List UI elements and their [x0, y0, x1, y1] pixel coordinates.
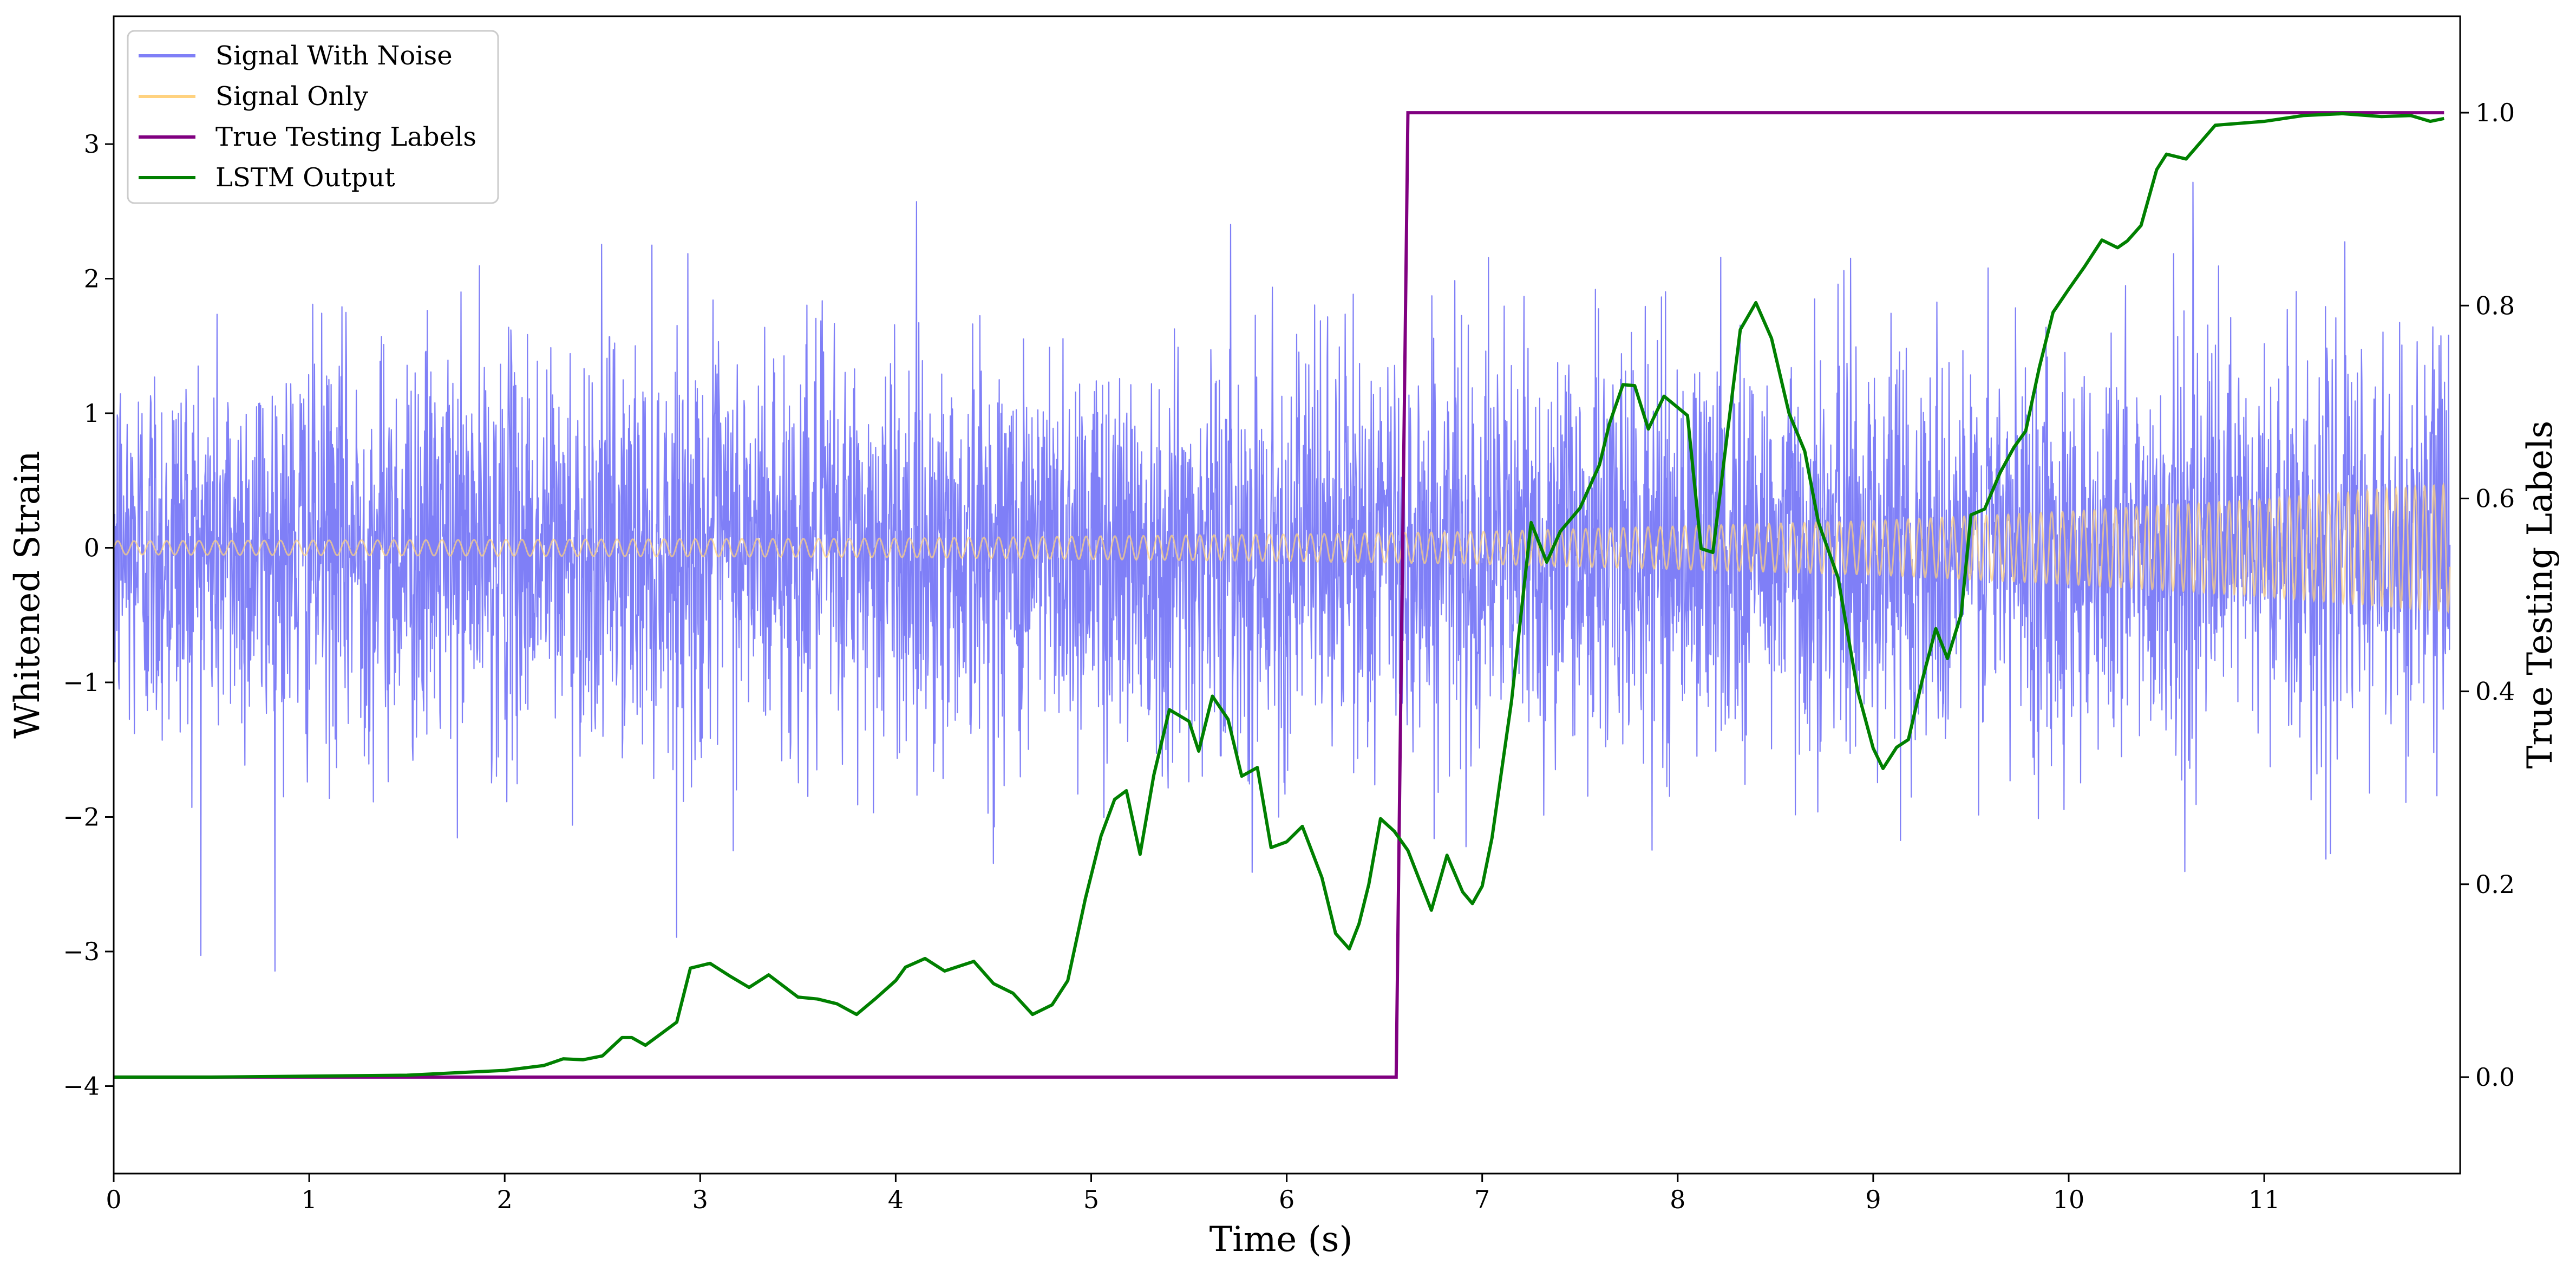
y-right-tick-label: 0.2: [2475, 870, 2515, 899]
y-axis-title: Whitened Strain: [8, 451, 48, 738]
y-right-tick-label: 0.4: [2475, 677, 2515, 706]
true-testing-labels-line: [114, 111, 2444, 1079]
legend-label: LSTM Output: [215, 162, 395, 193]
x-tick-label: 0: [106, 1185, 121, 1214]
y-tick-label: −2: [63, 803, 100, 832]
x-tick-label: 1: [301, 1185, 317, 1214]
x-tick-label: 4: [888, 1185, 904, 1214]
legend: Signal With Noise Signal Only True Testing…: [127, 30, 499, 204]
x-tick-label: 5: [1083, 1185, 1099, 1214]
y-tick-label: −4: [63, 1071, 100, 1100]
legend-label: Signal Only: [215, 81, 368, 112]
x-tick-label: 8: [1670, 1185, 1685, 1214]
plot-area: [114, 111, 2451, 1079]
y-axis-right: 0.0 0.2 0.4 0.6 0.8 1.0: [2460, 98, 2515, 1092]
y-tick-label: 3: [84, 129, 100, 159]
y-axis-right-title: True Testing Labels: [2520, 421, 2560, 769]
y-right-tick-label: 0.8: [2475, 291, 2515, 320]
legend-box: [127, 30, 499, 204]
legend-item: Signal With Noise: [139, 41, 453, 71]
legend-item: LSTM Output: [139, 162, 395, 193]
x-tick-label: 3: [692, 1185, 708, 1214]
legend-item: Signal Only: [139, 81, 368, 112]
y-tick-label: −1: [63, 668, 100, 697]
y-right-tick-label: 1.0: [2475, 98, 2515, 127]
x-axis-title: Time (s): [1209, 1220, 1353, 1260]
x-axis: 0 1 2 3 4 5 6 7 8 9 10 11: [106, 1174, 2280, 1214]
x-tick-label: 10: [2053, 1185, 2085, 1214]
lstm-output-line: [114, 112, 2444, 1079]
signal-with-noise-line: [114, 181, 2451, 972]
y-tick-label: −3: [63, 937, 100, 966]
x-tick-label: 7: [1474, 1185, 1490, 1214]
legend-item: True Testing Labels: [139, 122, 476, 152]
legend-label: Signal With Noise: [215, 41, 453, 71]
y-tick-label: 1: [84, 399, 100, 428]
x-tick-label: 11: [2248, 1185, 2280, 1214]
y-tick-label: 2: [84, 264, 100, 294]
signal-only-line: [114, 482, 2451, 614]
y-right-tick-label: 0.0: [2475, 1063, 2515, 1092]
y-right-tick-label: 0.6: [2475, 484, 2515, 513]
x-tick-label: 9: [1865, 1185, 1881, 1214]
legend-label: True Testing Labels: [215, 122, 476, 152]
x-tick-label: 2: [497, 1185, 513, 1214]
x-tick-label: 6: [1279, 1185, 1294, 1214]
y-axis-left: −4 −3 −2 −1 0 1 2 3: [63, 129, 114, 1100]
y-tick-label: 0: [84, 533, 100, 563]
